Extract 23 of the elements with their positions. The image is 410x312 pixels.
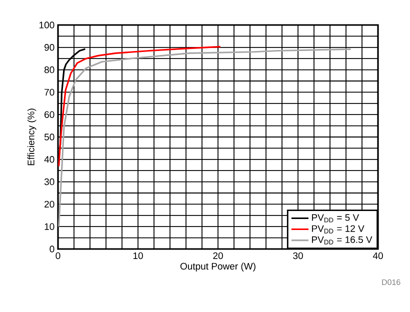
y-tick-label: 40: [44, 156, 54, 163]
y-tick-label: 60: [44, 111, 54, 118]
legend-label: PV$_{DD}$ = 5 V: [312, 214, 360, 222]
y-tick-label: 80: [44, 66, 54, 74]
x-tick-label: 30: [293, 252, 303, 260]
legend-label: PV$_{DD}$ = 12 V: [312, 225, 364, 234]
x-tick-label: 10: [133, 252, 143, 260]
x-axis-title: Output Power (W): [180, 262, 256, 272]
y-axis-title: Efficiency (%): [27, 108, 36, 166]
legend-label: PV$_{DD}$ = 16.5 V: [312, 236, 372, 244]
y-tick-label: 20: [44, 200, 54, 208]
y-tick-label: 90: [44, 44, 54, 51]
x-tick-label: 0: [56, 252, 60, 260]
y-tick-label: 30: [44, 178, 54, 186]
y-tick-label: 100: [40, 22, 54, 28]
x-tick-label: 20: [213, 252, 223, 260]
x-tick-label: 40: [372, 252, 383, 260]
text: D016: [382, 279, 400, 286]
y-tick-label: 50: [44, 134, 54, 140]
y-tick-label: 10: [44, 223, 54, 230]
line-series: [58, 46, 222, 167]
y-tick-label: 70: [44, 88, 54, 96]
y-tick-label: 0: [50, 246, 54, 252]
